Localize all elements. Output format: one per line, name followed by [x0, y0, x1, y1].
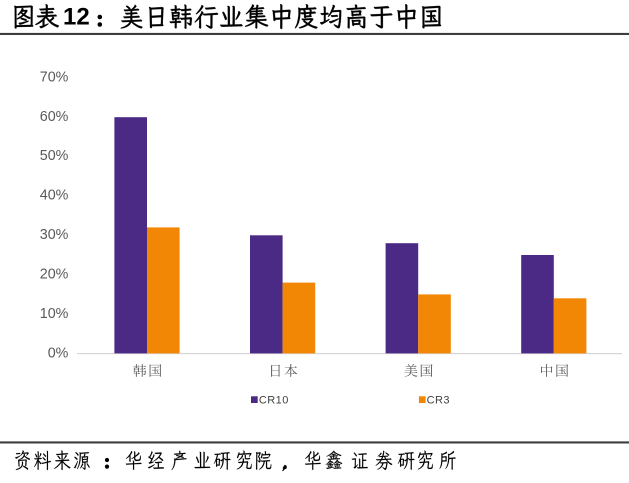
svg-text:10%: 10%	[40, 306, 69, 322]
svg-text:50%: 50%	[40, 148, 69, 164]
svg-text:30%: 30%	[40, 227, 69, 243]
svg-text:20%: 20%	[40, 267, 69, 283]
svg-text:CR3: CR3	[427, 395, 450, 407]
svg-text:70%: 70%	[40, 69, 69, 85]
svg-text:40%: 40%	[40, 188, 69, 204]
svg-text:12: 12	[63, 3, 90, 30]
svg-text:CR10: CR10	[259, 395, 289, 407]
svg-text:60%: 60%	[40, 109, 69, 125]
svg-text:0%: 0%	[48, 346, 69, 362]
